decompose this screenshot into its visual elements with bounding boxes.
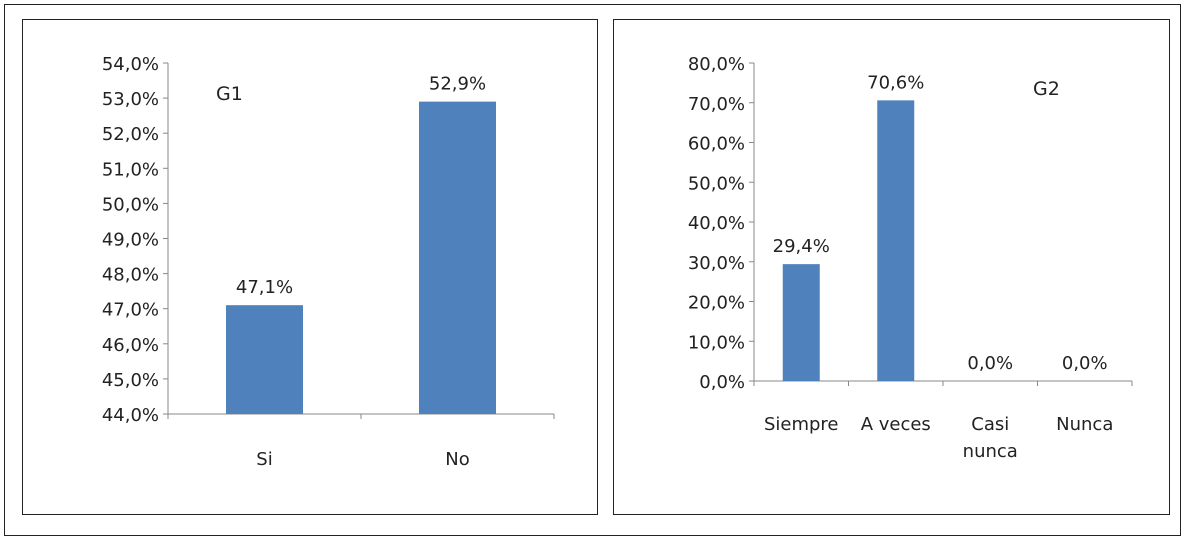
y-tick-label: 50,0%	[102, 194, 159, 215]
data-label: 52,9%	[429, 74, 486, 95]
y-tick-label: 51,0%	[102, 159, 159, 180]
y-tick-label: 48,0%	[102, 265, 159, 286]
y-tick-label: 40,0%	[688, 213, 745, 234]
y-tick-label: 47,0%	[102, 300, 159, 321]
data-label: 29,4%	[773, 236, 830, 257]
chart-panel-g1: 44,0% 45,0% 46,0% 47,0% 48,0% 49,0% 50,0% 51,0%…	[22, 19, 598, 515]
bar	[419, 101, 496, 415]
x-category-label: Nunca	[1056, 414, 1113, 435]
bar	[226, 305, 303, 414]
y-tick-label: 44,0%	[102, 405, 159, 426]
y-tick-label: 46,0%	[102, 335, 159, 356]
y-tick-label: 50,0%	[688, 173, 745, 194]
y-tick-label: 30,0%	[688, 253, 745, 274]
y-tick-label: 53,0%	[102, 89, 159, 110]
x-category-label: nunca	[963, 441, 1018, 462]
bar	[877, 100, 915, 382]
chart-g2: 0,0% 10,0% 20,0% 30,0% 40,0% 50,0% 60,0% 70,0% 8…	[688, 54, 1133, 462]
data-label: 0,0%	[967, 353, 1013, 374]
x-category-label: Casi	[971, 414, 1009, 435]
chart-g1: 44,0% 45,0% 46,0% 47,0% 48,0% 49,0% 50,0% 51,0%…	[102, 54, 555, 470]
chart-panel-g2: 0,0% 10,0% 20,0% 30,0% 40,0% 50,0% 60,0% 70,0% 8…	[613, 19, 1170, 515]
y-tick-label: 52,0%	[102, 124, 159, 145]
bar	[782, 264, 820, 381]
y-tick-label: 60,0%	[688, 134, 745, 155]
x-category-label: Siempre	[764, 414, 839, 435]
y-tick-label: 20,0%	[688, 293, 745, 314]
y-tick-label: 10,0%	[688, 332, 745, 353]
chart-title: G2	[1033, 78, 1060, 100]
y-tick-label: 54,0%	[102, 54, 159, 75]
x-category-label: Si	[256, 449, 272, 470]
x-category-label: A veces	[861, 414, 931, 435]
y-tick-label: 45,0%	[102, 370, 159, 391]
x-category-label: No	[445, 449, 469, 470]
y-tick-label: 70,0%	[688, 94, 745, 115]
data-label: 0,0%	[1062, 353, 1108, 374]
y-tick-label: 80,0%	[688, 54, 745, 75]
chart-title: G1	[216, 83, 243, 105]
y-tick-label: 49,0%	[102, 230, 159, 251]
y-tick-label: 0,0%	[699, 372, 745, 393]
data-label: 47,1%	[236, 277, 293, 298]
data-label: 70,6%	[867, 72, 924, 93]
